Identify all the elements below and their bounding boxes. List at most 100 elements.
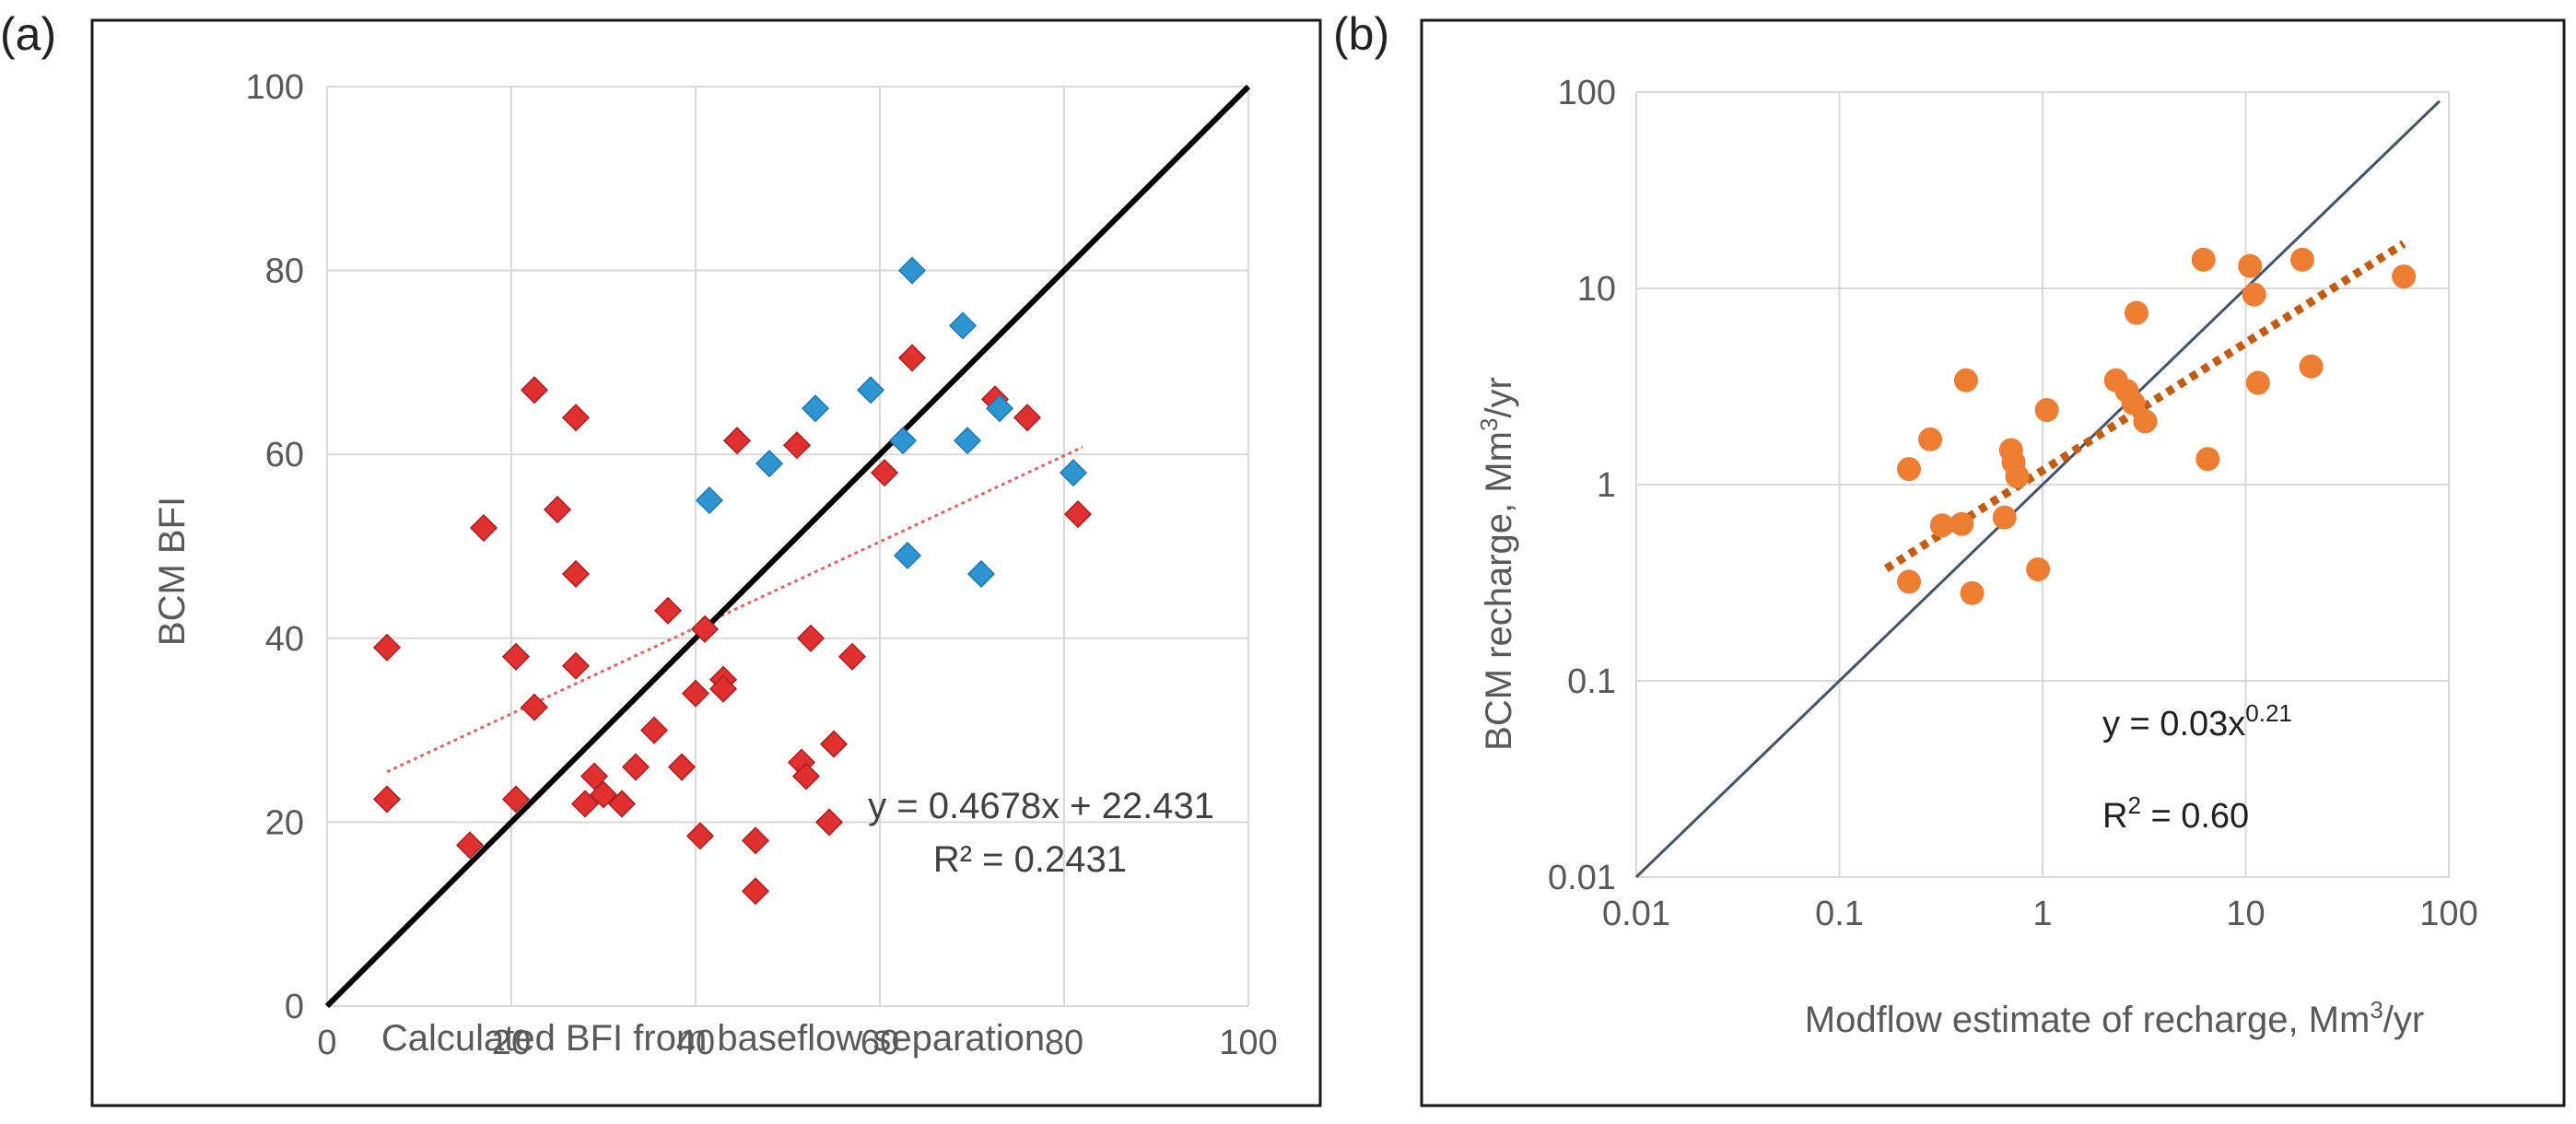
panel-a-data-point [501, 642, 531, 671]
panel-a-data-point [801, 394, 830, 423]
panel-b-data-point [2034, 398, 2059, 423]
panel-a-plot: 0 20 40 60 80 100 0 20 40 60 80 100 Calculated BFI … [152, 68, 1278, 1062]
panel-b-data-point [1918, 427, 1943, 451]
panel-b-y-tick-label: 0.1 [1567, 662, 1616, 701]
panel-a-gridlines [326, 86, 1249, 1007]
panel-b-data-point [1992, 505, 2017, 530]
panel-a-x-tick-label: 20 [492, 1024, 531, 1062]
panel-b-data-point [1953, 368, 1978, 392]
panel-a-data-point [741, 826, 770, 855]
panel-a-data-point [948, 311, 978, 340]
panel-b-r-squared: R2 = 0.60 [2102, 791, 2249, 836]
panel-a-data-point [1063, 500, 1093, 529]
panel-b-data-point [2289, 247, 2314, 272]
panel-b-data-point [2195, 447, 2220, 472]
panel-a-data-point [561, 651, 591, 680]
panel-b-data-point [2238, 253, 2263, 278]
panel-a-x-axis-title: Calculated BFI from baseflow separation [381, 1018, 1045, 1059]
panel-b-y-tick-label: 0.01 [1548, 859, 1616, 897]
panel-a-data-point [953, 427, 982, 455]
panel-b-r-squared-base: R [2102, 797, 2127, 836]
panel-a-data-point [782, 431, 812, 460]
panel-a-data-point [893, 541, 922, 570]
panel-a-data-point [966, 559, 996, 589]
panel-b-data-point [2121, 391, 2146, 416]
panel-b-data-point [2026, 556, 2051, 581]
panel-a-x-tick-label: 60 [861, 1024, 899, 1062]
panel-b-y-tick-label: 10 [1577, 270, 1616, 309]
panel-b-data-point [1929, 513, 1954, 538]
panel-b-one-to-one-line [1634, 100, 2441, 879]
panel-a-data-point [856, 376, 885, 404]
panel-a-y-tick-label: 80 [265, 252, 304, 291]
panel-b-y-axis-title-base: BCM recharge, Mm [1479, 431, 1519, 751]
panel-a-data-point [372, 785, 402, 814]
panel-b-equation-base: y = 0.03x [2102, 705, 2245, 743]
panel-a-data-point [520, 376, 549, 404]
panel-a-data-point [667, 753, 697, 781]
panel-b-points [1897, 247, 2417, 605]
panel-a-data-point [1013, 404, 1042, 432]
panel-b-y-axis-title: BCM recharge, Mm3/yr [1475, 377, 1519, 751]
panel-b-data-point [2242, 282, 2266, 307]
panel-b-trendline [1883, 240, 2406, 573]
panel-a-data-point [791, 762, 821, 790]
panel-b-data-point [2133, 409, 2158, 434]
panel-a-data-point [837, 642, 867, 671]
panel-a-data-point [501, 785, 531, 814]
panel-b-r-squared-sup: 2 [2127, 791, 2140, 819]
panel-a-frame [90, 18, 1322, 1107]
panel-a-data-point [589, 780, 618, 809]
panel-a-points [372, 256, 1093, 906]
panel-b-x-axis-title-base: Modflow estimate of recharge, Mm [1805, 1000, 2371, 1040]
panel-b-data-point [1960, 580, 1985, 605]
panel-a-data-point [722, 427, 752, 455]
panel-a-data-point [1059, 459, 1088, 487]
panel-b-r-squared-tail: = 0.60 [2141, 797, 2249, 836]
panel-a-y-axis-title: BCM BFI [152, 497, 193, 646]
panel-b-data-point [2191, 247, 2216, 272]
panel-b-equation: y = 0.03x0.21 [2102, 699, 2292, 743]
panel-b-frame [1420, 18, 2566, 1107]
panel-a-data-point [741, 877, 770, 906]
panel-b-data-point [2392, 264, 2417, 289]
panel-a-y-tick-label: 60 [265, 436, 304, 474]
panel-a-data-point [897, 344, 927, 372]
panel-b-lines [1634, 100, 2441, 879]
panel-b-y-tick-label: 1 [1597, 466, 1616, 505]
panel-b-x-tick-label: 0.1 [1815, 895, 1864, 933]
panel-label-a: (a) [0, 8, 57, 60]
panel-a-one-to-one-line [324, 84, 1251, 1009]
panel-a-data-point [543, 496, 572, 524]
panel-a-data-point [653, 596, 683, 625]
panel-a-data-point [561, 404, 591, 432]
panel-label-b: (b) [1333, 8, 1390, 60]
panel-a-data-point [695, 486, 724, 515]
panel-a-equation: y = 0.4678x + 22.431 [868, 786, 1214, 826]
panel-b-x-axis-title-sup: 3 [2370, 996, 2383, 1024]
panel-a-data-point [455, 831, 485, 860]
panel-a-data-point [814, 808, 844, 837]
panel-a-data-point [985, 394, 1014, 423]
panel-b-data-point [2299, 354, 2324, 379]
panel-b-plot: 0.01 0.1 1 10 100 0.01 0.1 1 10 100 Modflow estim… [1475, 74, 2478, 1040]
panel-a-tick-labels: 0 20 40 60 80 100 0 20 40 60 80 100 [246, 68, 1278, 1062]
panel-a-data-point [570, 790, 600, 818]
panel-a-y-tick-label: 0 [285, 988, 304, 1026]
panel-a-data-point [372, 633, 402, 662]
panel-b-y-axis-title-sup: 3 [1475, 418, 1503, 431]
panel-a-y-tick-label: 100 [246, 68, 304, 107]
panel-b-y-tick-label: 100 [1558, 74, 1616, 112]
panel-a-data-point [819, 730, 849, 758]
panel-b-x-axis-title-tail: /yr [2383, 1000, 2424, 1040]
panel-b-data-point [1897, 569, 1922, 594]
panel-a-data-point [621, 753, 650, 781]
panel-b-x-tick-label: 100 [2419, 895, 2477, 933]
panel-b-x-tick-label: 1 [2032, 895, 2052, 933]
panel-a-data-point [870, 459, 899, 487]
panel-b-data-point [2124, 300, 2149, 325]
panel-b-x-tick-label: 0.01 [1602, 895, 1670, 933]
panel-a-y-tick-label: 40 [265, 620, 304, 659]
panel-a-data-point [897, 256, 927, 285]
